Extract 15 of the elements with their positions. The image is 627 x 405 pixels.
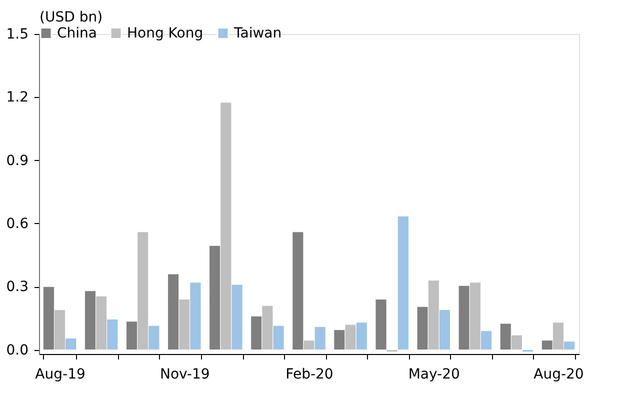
x-tick-label: May-20 [408, 366, 460, 382]
x-tick-label: Nov-19 [160, 366, 210, 382]
legend-label: Hong Kong [127, 25, 204, 42]
y-tick-label: 0.6 [6, 216, 29, 232]
y-tick-label: 0.9 [6, 152, 28, 169]
y-axis-title: (USD bn) [40, 10, 103, 26]
x-tick-label: Feb-20 [286, 366, 334, 382]
x-tick-label: Aug-19 [35, 366, 86, 382]
legend-label: China [57, 25, 97, 42]
y-tick-label: 1.5 [6, 26, 28, 42]
x-tick-label: Aug-20 [534, 366, 584, 382]
y-tick-label: 1.2 [6, 90, 28, 106]
y-tick-label: 0.0 [6, 342, 28, 358]
y-tick-label: 0.3 [6, 279, 28, 296]
legend-label: Taiwan [233, 25, 282, 42]
